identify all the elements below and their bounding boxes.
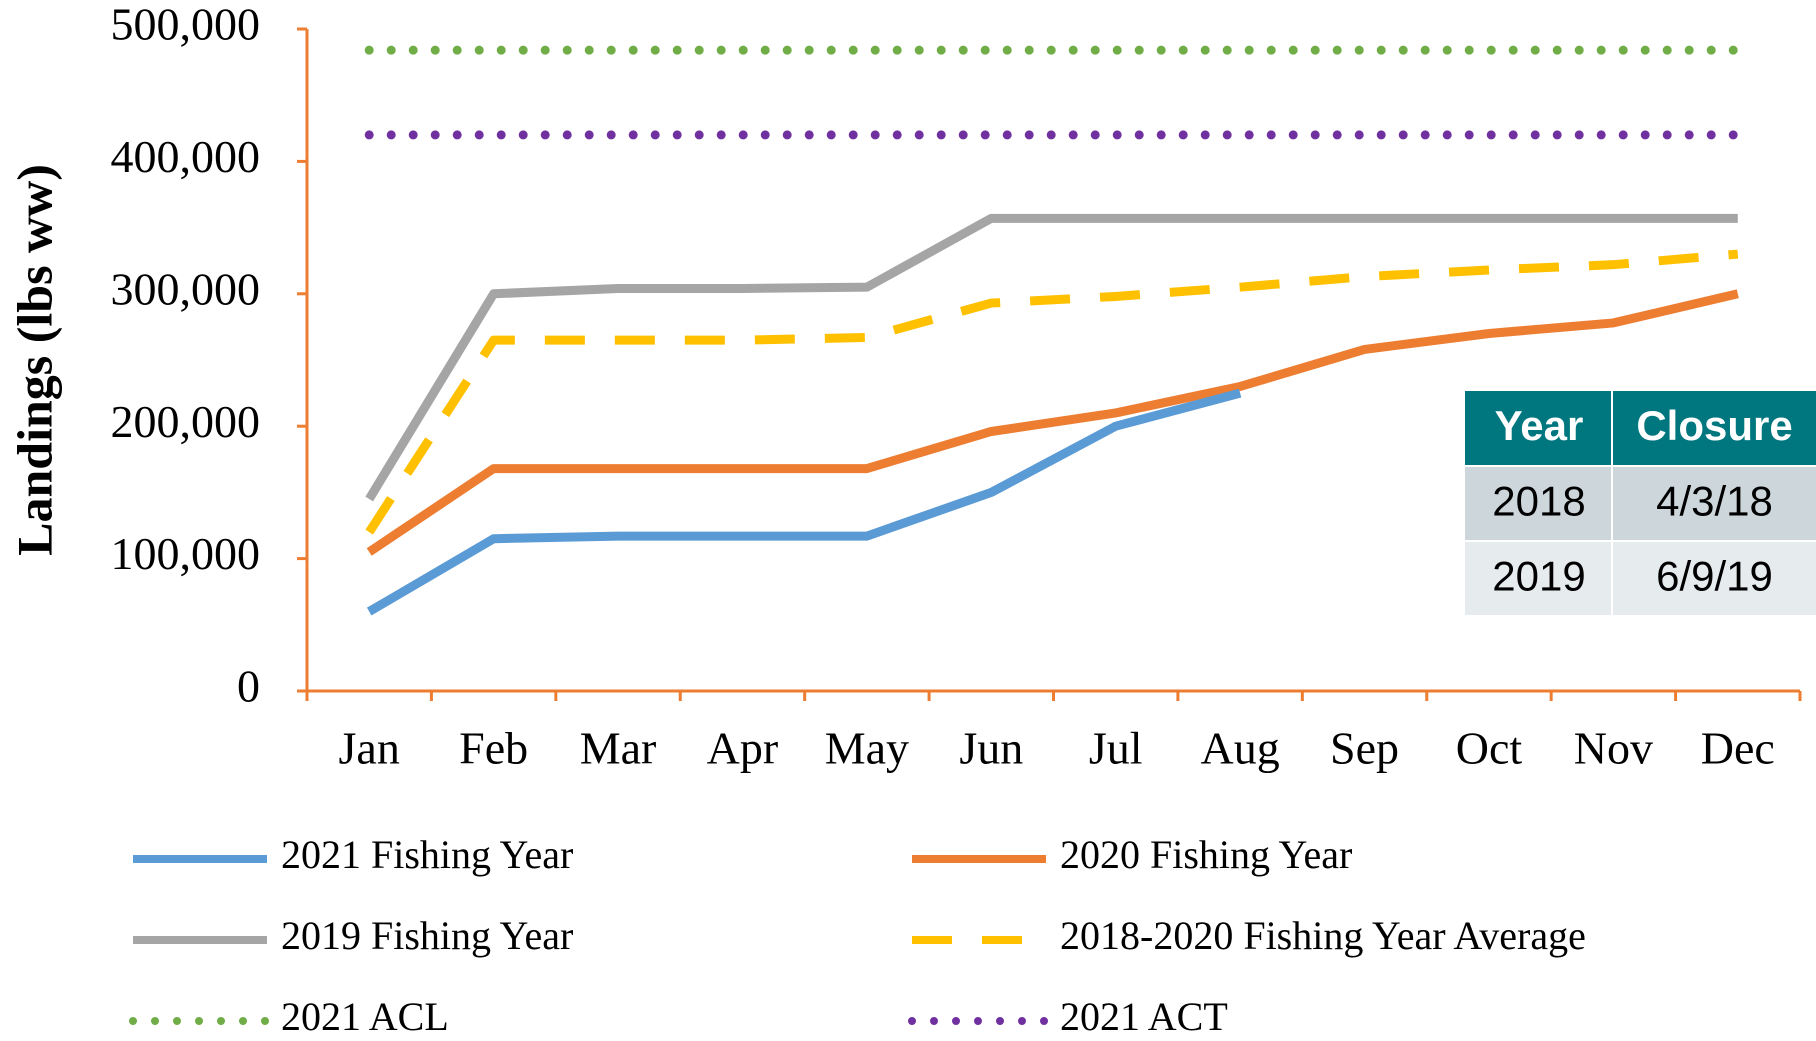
legend-label: 2021 ACT [1060,994,1228,1039]
x-tick-label: Oct [1456,723,1523,774]
table-header-cell [1613,391,1816,465]
y-tick-label: 500,000 [111,0,261,50]
x-tick-label: Mar [580,723,657,774]
table-cell [1613,467,1816,540]
series-line [365,213,1738,502]
y-tick-label: 200,000 [111,396,261,447]
y-tick-label: 300,000 [111,263,261,314]
y-tick-label: 0 [237,661,260,712]
y-tick-label: 400,000 [111,131,261,182]
table-text: 2018 [1492,478,1585,525]
table-text: 6/9/19 [1656,553,1773,600]
x-tick-label: Aug [1201,723,1280,774]
series-line [366,289,1739,556]
table-header-text: Closure [1636,402,1792,449]
table-text: 4/3/18 [1656,478,1773,525]
legend-label: 2021 Fishing Year [281,832,573,877]
y-tick-label: 100,000 [111,528,261,579]
closure-table: Year Closure 2018 4/3/18 2019 6/9/19 [1465,391,1816,615]
table-header-text: Year [1495,402,1584,449]
x-tick-label: Jul [1089,723,1143,774]
y-axis-title: Landings (lbs ww) [6,164,62,556]
legend-label: 2021 ACL [281,994,449,1039]
table-cell [1465,467,1611,540]
series-line [365,249,1739,535]
x-tick-label: Dec [1701,723,1775,774]
x-tick-label: May [825,723,909,774]
legend-label: 2020 Fishing Year [1060,832,1352,877]
legend-label: 2018-2020 Fishing Year Average [1060,913,1586,958]
x-tick-label: Jun [959,723,1023,774]
legend-label: 2019 Fishing Year [281,913,573,958]
table-cell [1465,542,1611,615]
x-tick-label: Nov [1574,723,1653,774]
table-text: 2019 [1492,553,1585,600]
x-tick-label: Apr [707,723,779,774]
x-tick-label: Sep [1330,723,1399,774]
series-line [366,388,1242,616]
x-tick-label: Feb [459,723,528,774]
x-tick-label: Jan [339,723,400,774]
table-header-cell [1465,391,1611,465]
table-cell [1613,542,1816,615]
